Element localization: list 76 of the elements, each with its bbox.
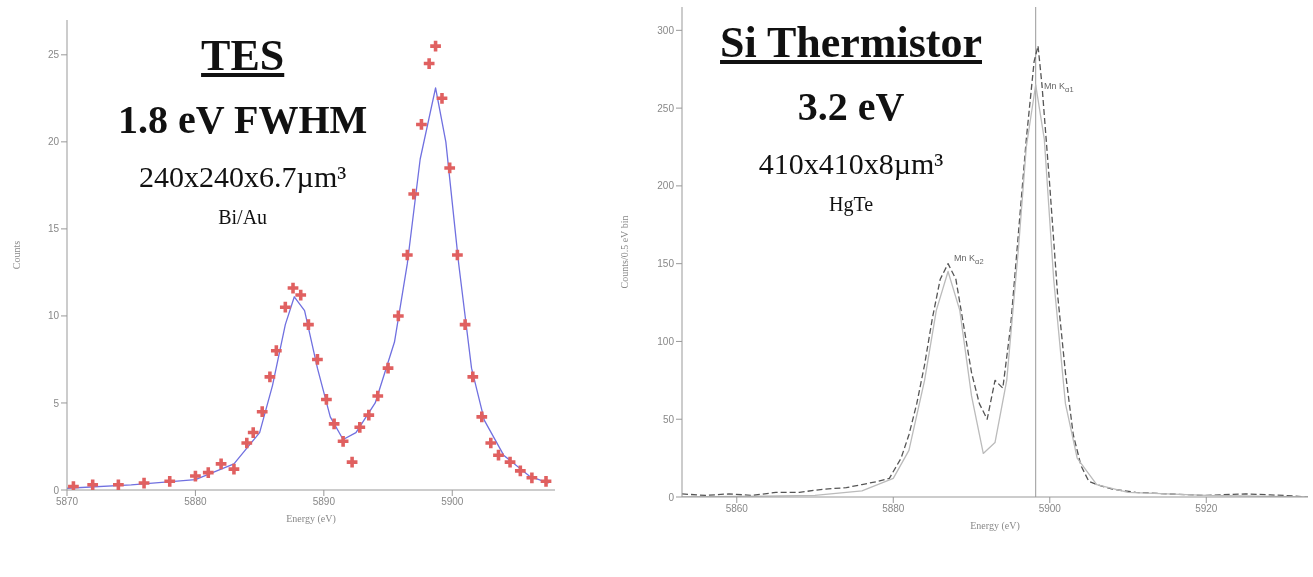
- point: [295, 289, 307, 301]
- point: [164, 475, 176, 487]
- y-tick-label: 250: [657, 102, 675, 114]
- x-axis-title: Energy (eV): [286, 513, 336, 525]
- annotation: 3.2 eV: [797, 84, 905, 129]
- point: [228, 463, 240, 475]
- point: [241, 437, 253, 449]
- x-tick-label: 5900: [441, 496, 464, 508]
- y-tick-label: 150: [657, 258, 675, 270]
- point: [401, 249, 413, 261]
- annotation: Mn K$_{α1}$: [1044, 81, 1074, 95]
- point: [363, 409, 375, 421]
- y-tick-label: 100: [657, 335, 675, 347]
- x-tick-label: 5870: [55, 496, 79, 508]
- point: [68, 481, 79, 490]
- y-tick-label: 15: [47, 223, 60, 235]
- x-tick-label: 5900: [1038, 503, 1062, 515]
- point: [526, 472, 538, 484]
- chart-title: Si Thermistor: [720, 18, 982, 67]
- point: [247, 427, 259, 438]
- point: [113, 479, 124, 490]
- y-tick-label: 0: [668, 491, 675, 503]
- point: [493, 449, 504, 461]
- point: [444, 162, 456, 174]
- point: [279, 301, 291, 313]
- point: [476, 411, 488, 423]
- annotation: 410x410x8µm³: [757, 147, 945, 180]
- point: [354, 421, 366, 433]
- point: [423, 58, 435, 69]
- annotation: HgTe: [827, 193, 875, 215]
- point: [87, 479, 99, 490]
- point: [270, 345, 282, 357]
- point: [392, 310, 404, 322]
- point: [436, 92, 448, 104]
- point: [540, 475, 552, 487]
- point: [408, 188, 420, 200]
- annotation: Bi/Au: [218, 206, 268, 228]
- x-tick-label: 5880: [882, 503, 905, 515]
- point: [264, 371, 276, 383]
- point: [452, 249, 463, 261]
- point: [328, 418, 340, 430]
- point: [215, 458, 227, 470]
- annotation: 1.8 eV FWHM: [118, 97, 368, 142]
- point: [346, 456, 358, 468]
- point: [459, 319, 471, 330]
- y-tick-label: 10: [47, 310, 60, 322]
- y-tick-label: 5: [53, 397, 60, 409]
- point: [202, 467, 214, 478]
- point: [430, 40, 441, 52]
- x-tick-label: 5860: [725, 503, 749, 515]
- point: [138, 477, 150, 489]
- x-tick-label: 5920: [1195, 503, 1218, 515]
- point: [190, 470, 201, 482]
- point: [485, 437, 497, 449]
- point: [337, 435, 349, 447]
- y-tick-label: 0: [53, 484, 60, 496]
- x-axis-title: Energy (eV): [970, 520, 1020, 532]
- chart-title: TES: [201, 31, 285, 80]
- point: [287, 282, 299, 294]
- y-tick-label: 50: [662, 413, 675, 425]
- y-tick-label: 25: [47, 49, 60, 61]
- y-axis-title: Counts: [10, 240, 22, 270]
- point: [372, 390, 384, 402]
- point: [467, 371, 479, 383]
- y-tick-label: 200: [657, 180, 675, 192]
- y-tick-label: 20: [47, 136, 60, 148]
- point: [382, 362, 394, 374]
- point: [256, 406, 268, 418]
- y-tick-label: 300: [657, 24, 675, 36]
- point: [514, 465, 526, 477]
- point: [504, 456, 516, 468]
- y-axis-title: Counts/0.5 eV bin: [618, 215, 630, 289]
- annotation: Mn K$_{α2}$: [954, 252, 984, 266]
- x-tick-label: 5890: [312, 496, 336, 508]
- annotation: 240x240x6.7µm³: [138, 160, 348, 193]
- x-tick-label: 5880: [184, 496, 207, 508]
